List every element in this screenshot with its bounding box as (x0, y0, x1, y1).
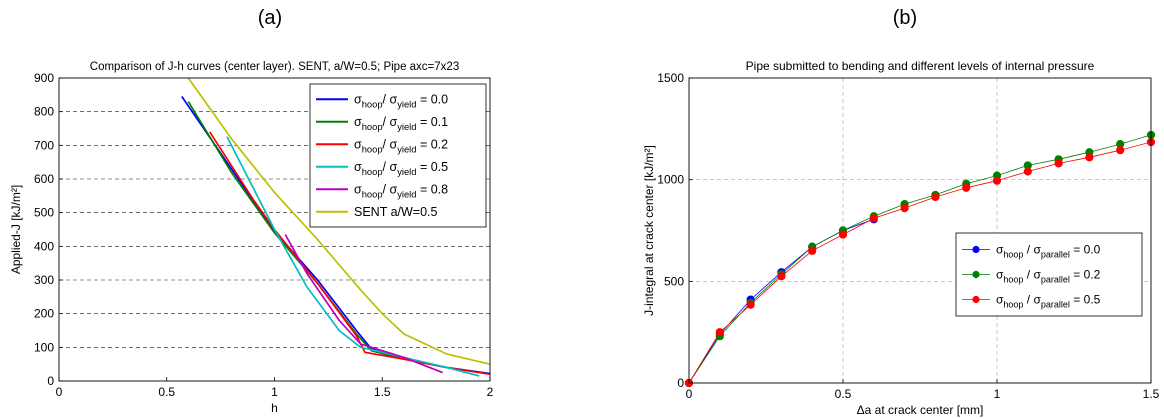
a-chart-title: Comparison of J-h curves (center layer).… (90, 61, 459, 73)
b-data-point (931, 192, 940, 202)
a-legend-entry-2: σhoop/ σyield = 0.2 (354, 137, 448, 154)
a-ytick-label: 700 (34, 138, 54, 152)
a-series-line-3 (226, 136, 480, 377)
a-legend-box (309, 83, 487, 228)
b-data-point (1116, 146, 1125, 155)
b-series-line-2 (688, 141, 1152, 384)
a-legend-entry-3: σhoop/ σyield = 0.5 (354, 160, 448, 177)
b-data-point (808, 246, 817, 255)
a-xtick-label: 2 (487, 385, 494, 399)
b-x-axis-label: Δa at crack center [mm] (857, 403, 984, 417)
b-data-point (962, 183, 971, 192)
a-xtick-label: 0 (56, 385, 63, 399)
a-series-line-4 (284, 234, 443, 374)
b-data-point (715, 328, 724, 337)
b-legend-entry-0: σhoop / σparallel = 0.0 (996, 243, 1101, 260)
panel-label-b: (b) (893, 7, 917, 29)
b-xtick-label: 1.5 (1143, 387, 1160, 401)
b-chart-title: Pipe submitted to bending and different … (746, 59, 1095, 73)
a-legend-entry-0: σhoop/ σyield = 0.0 (354, 92, 448, 109)
a-xtick-label: 0.5 (158, 385, 175, 399)
a-axes-frame (58, 77, 491, 382)
b-xtick-label: 0.5 (835, 387, 852, 401)
b-data-point (1054, 159, 1063, 168)
b-data-point (1085, 153, 1094, 162)
b-series-line-1 (688, 134, 1152, 384)
chart-b: 0 500 1000 1500 0 0.5 1 1.5 Pipe submitted to be… (642, 59, 1160, 417)
b-data-point (746, 300, 755, 309)
a-x-axis-label: h (271, 401, 278, 415)
a-legend-entry-5: SENT a/W=0.5 (354, 205, 438, 219)
b-legend-marker (972, 245, 980, 254)
b-axes-frame (688, 77, 1152, 384)
a-ytick-label: 800 (34, 105, 54, 119)
b-data-point (992, 176, 1002, 185)
a-ytick-label: 600 (34, 172, 54, 186)
b-plot-area (689, 78, 1151, 383)
a-y-axis-label: Applied-J [kJ/m²] (9, 185, 23, 274)
a-ytick-label: 500 (34, 206, 54, 220)
a-xtick-label: 1.5 (374, 385, 391, 399)
b-data-point (838, 230, 848, 239)
b-ytick-label: 1500 (657, 71, 684, 85)
b-data-point (1023, 167, 1032, 176)
b-xtick-label: 0 (686, 387, 693, 401)
b-legend-entry-2: σhoop / σparallel = 0.5 (996, 293, 1101, 310)
a-ytick-label: 400 (34, 239, 54, 253)
a-legend-entry-4: σhoop/ σyield = 0.8 (354, 182, 448, 199)
b-data-point (869, 214, 878, 223)
b-ytick-label: 0 (677, 376, 684, 390)
b-y-axis-label: J-integral at crack center [kJ/m²] (642, 145, 656, 316)
b-ytick-label: 1000 (657, 173, 684, 187)
a-ytick-label: 300 (34, 273, 54, 287)
chart-a: 0 100 200 300 400 500 600 700 800 900 0 0.5 1 1.5 2 Com… (9, 61, 494, 415)
a-ytick-label: 0 (47, 374, 54, 388)
b-data-point (900, 204, 909, 213)
b-xtick-label: 1 (994, 387, 1001, 401)
a-legend-entry-1: σhoop/ σyield = 0.1 (354, 115, 448, 132)
b-data-point (777, 272, 786, 281)
a-series-line-5 (187, 77, 491, 366)
panel-label-a: (a) (258, 7, 282, 29)
a-ytick-label: 100 (34, 340, 54, 354)
a-ytick-label: 200 (34, 307, 54, 321)
b-legend-marker (972, 295, 980, 304)
b-legend-marker (972, 270, 980, 279)
b-ytick-label: 500 (664, 274, 684, 288)
b-legend-entry-1: σhoop / σparallel = 0.2 (996, 268, 1101, 285)
a-ytick-label: 900 (34, 71, 54, 85)
a-xtick-label: 1 (271, 385, 278, 399)
